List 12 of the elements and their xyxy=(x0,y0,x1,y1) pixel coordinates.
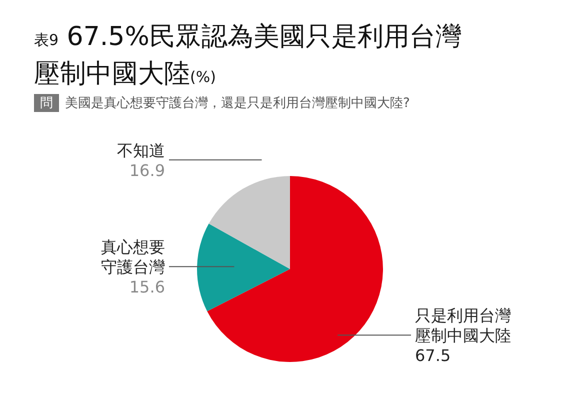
data-label: 16.9 xyxy=(129,160,165,180)
chart-subtitle: 美國是真心想要守護台灣，還是只是利用台灣壓制中國大陸? xyxy=(65,95,410,112)
data-label: 67.5 xyxy=(415,346,451,366)
pie-slice xyxy=(197,224,290,312)
slice-label: 真心想要守護台灣 xyxy=(101,238,165,277)
pie-slice xyxy=(208,176,290,269)
chart-title: 表9 67.5%民眾認為美國只是利用台灣壓制中國大陸(%) xyxy=(34,22,462,89)
slice-label: 只是利用台灣壓制中國大陸 xyxy=(415,306,511,346)
slice-label: 不知道 xyxy=(117,140,165,160)
pie-slice xyxy=(207,176,383,362)
data-label: 15.6 xyxy=(129,278,165,297)
text: 問 xyxy=(34,94,59,112)
